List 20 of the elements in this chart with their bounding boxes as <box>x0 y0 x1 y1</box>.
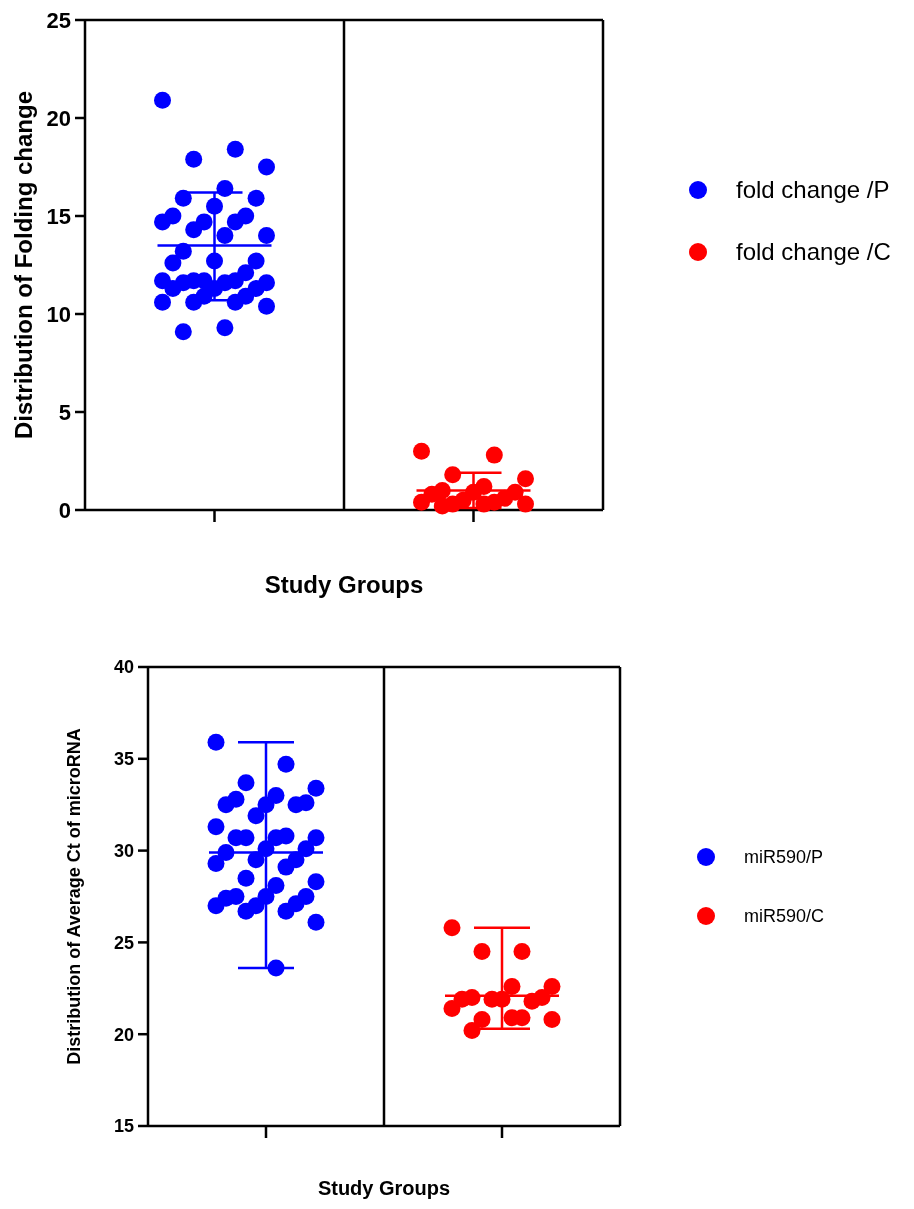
y-tick-label: 25 <box>46 7 71 33</box>
y-tick-label: 15 <box>46 203 71 229</box>
y-tick-label: 5 <box>58 399 71 425</box>
legend-label: fold change /P <box>736 176 890 204</box>
y-axis-title: Distribution of Folding change <box>10 91 37 439</box>
y-tick-label: 20 <box>113 1024 134 1045</box>
legend-label: miR590/P <box>744 847 824 868</box>
y-tick-label: 35 <box>113 749 134 770</box>
y-tick-label: 25 <box>113 932 134 953</box>
y-axis-title: Distribution of Average Ct of microRNA <box>64 728 84 1065</box>
y-tick-label: 15 <box>113 1116 134 1137</box>
legend-label: fold change /C <box>736 238 891 266</box>
x-axis-title: Study Groups <box>317 1177 451 1199</box>
legend-label: miR590/C <box>744 906 825 927</box>
y-tick-label: 0 <box>58 497 71 523</box>
x-axis-title: Study Groups <box>264 571 424 598</box>
y-tick-label: 40 <box>113 657 134 678</box>
y-tick-label: 30 <box>113 840 134 861</box>
y-tick-label: 20 <box>46 105 71 131</box>
y-tick-label: 10 <box>46 301 71 327</box>
